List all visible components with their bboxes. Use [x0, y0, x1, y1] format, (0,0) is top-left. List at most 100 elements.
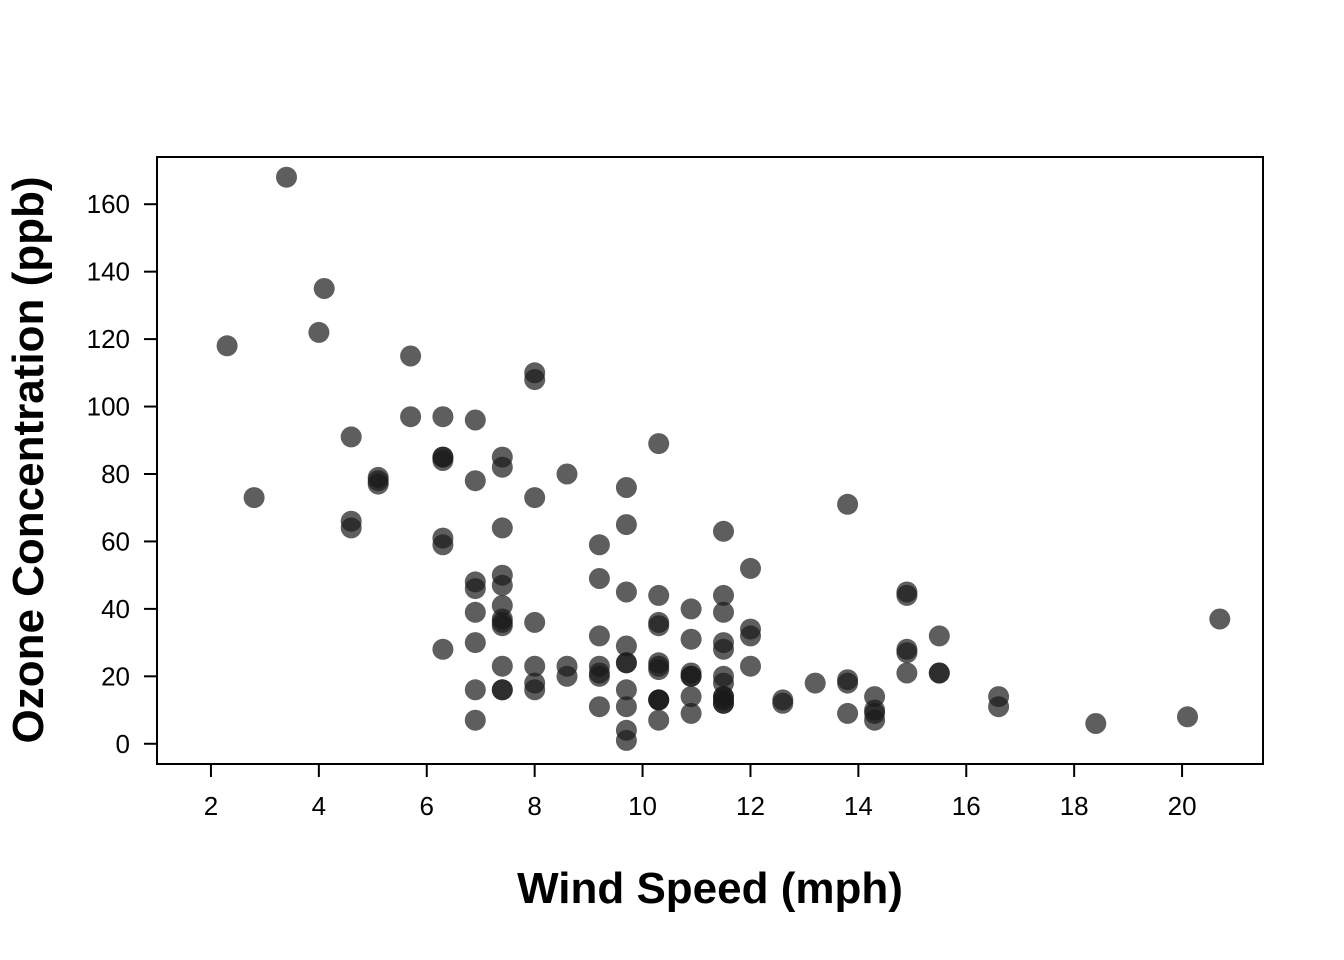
data-point	[524, 369, 546, 391]
x-tick-label: 8	[527, 791, 541, 821]
data-point	[491, 574, 513, 596]
y-tick-label: 20	[101, 661, 130, 691]
data-point	[648, 584, 670, 606]
data-point	[588, 534, 610, 556]
data-point	[988, 696, 1010, 718]
data-point	[896, 642, 918, 664]
data-point	[680, 665, 702, 687]
data-point	[680, 598, 702, 620]
data-point	[615, 696, 637, 718]
data-point	[740, 557, 761, 579]
data-point	[276, 166, 297, 188]
data-point	[648, 615, 670, 637]
data-point	[896, 662, 918, 684]
data-point	[648, 659, 670, 681]
x-tick-label: 20	[1168, 791, 1197, 821]
x-tick-label: 2	[204, 791, 218, 821]
data-point	[340, 426, 362, 448]
data-point	[464, 632, 486, 654]
data-point	[556, 665, 578, 687]
x-tick-label: 6	[420, 791, 434, 821]
data-point	[524, 611, 546, 633]
y-tick-label: 60	[101, 526, 130, 556]
data-point	[400, 345, 422, 367]
data-point	[588, 568, 610, 589]
data-point	[713, 584, 734, 606]
data-point	[804, 672, 826, 694]
data-point	[491, 679, 513, 701]
data-point	[648, 433, 670, 455]
data-point	[432, 446, 454, 468]
y-tick-label: 0	[116, 729, 130, 759]
data-point	[740, 625, 761, 647]
data-point	[615, 514, 637, 536]
data-point	[713, 520, 734, 542]
data-point	[648, 689, 670, 711]
plot-frame	[156, 156, 1264, 765]
data-point	[680, 628, 702, 650]
data-point	[615, 679, 637, 701]
data-point	[588, 696, 610, 718]
data-point	[432, 638, 454, 660]
data-point	[491, 517, 513, 539]
data-point	[864, 709, 886, 731]
x-tick-label: 4	[312, 791, 326, 821]
data-point	[837, 493, 859, 515]
y-axis-title: Ozone Concentration (ppb)	[4, 176, 53, 743]
y-tick-label: 100	[87, 392, 130, 422]
y-tick-label: 120	[87, 324, 130, 354]
data-point	[713, 601, 734, 623]
x-tick-label: 10	[628, 791, 657, 821]
data-point	[896, 584, 918, 606]
data-point	[648, 709, 670, 731]
data-point	[680, 686, 702, 708]
x-tick-label: 16	[952, 791, 981, 821]
data-point	[615, 652, 637, 674]
x-axis: 2 4 6 8 10 12 14 16 18 20	[204, 763, 1197, 821]
data-point	[928, 625, 950, 647]
data-point	[615, 477, 637, 498]
data-point	[464, 709, 486, 731]
x-tick-label: 14	[844, 791, 873, 821]
data-points	[216, 166, 1231, 751]
data-point	[1085, 713, 1107, 734]
data-point	[588, 625, 610, 647]
data-point	[740, 655, 761, 677]
data-point	[713, 638, 734, 660]
data-point	[615, 729, 637, 751]
data-point	[464, 601, 486, 623]
data-point	[928, 662, 950, 684]
data-point	[837, 702, 859, 724]
data-point	[1209, 608, 1231, 630]
data-point	[491, 655, 513, 677]
data-point	[615, 581, 637, 603]
data-point	[713, 692, 734, 714]
x-tick-label: 12	[736, 791, 765, 821]
data-point	[837, 672, 859, 694]
y-tick-label: 160	[87, 189, 130, 219]
data-point	[491, 456, 513, 478]
y-tick-label: 140	[87, 257, 130, 287]
data-point	[464, 679, 486, 701]
data-point	[313, 278, 335, 299]
x-tick-label: 18	[1060, 791, 1089, 821]
data-point	[464, 409, 486, 431]
data-point	[588, 662, 610, 684]
y-tick-label: 40	[101, 594, 130, 624]
data-point	[216, 335, 238, 357]
data-point	[432, 406, 454, 428]
data-point	[524, 487, 546, 509]
data-point	[243, 487, 265, 509]
data-point	[432, 534, 454, 556]
data-point	[524, 655, 546, 677]
data-point	[556, 463, 578, 485]
x-axis-title: Wind Speed (mph)	[517, 864, 903, 913]
data-point	[615, 635, 637, 657]
y-axis: 0 20 40 60 80 100 120 140 160	[87, 189, 158, 759]
data-point	[680, 702, 702, 724]
data-point	[1177, 706, 1198, 728]
data-point	[367, 470, 389, 492]
data-point	[491, 611, 513, 633]
data-point	[340, 517, 362, 539]
